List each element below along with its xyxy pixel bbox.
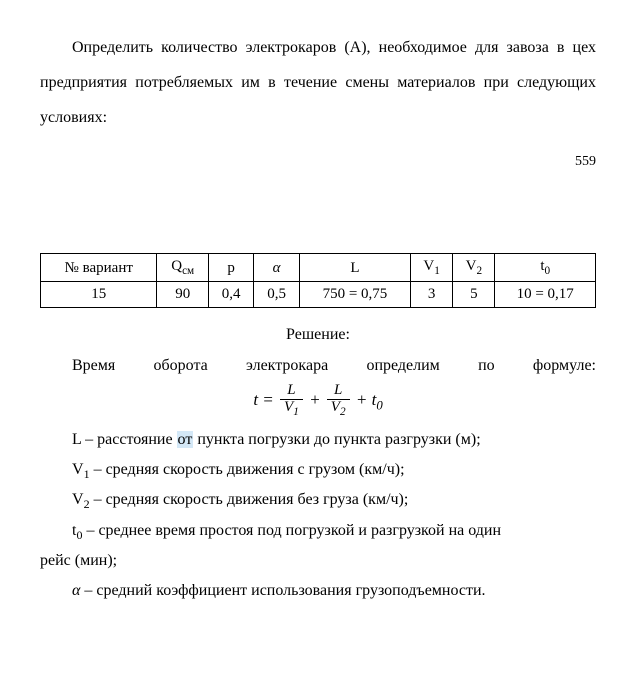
col-v2: V2 xyxy=(453,254,495,282)
cell-variant: 15 xyxy=(41,282,157,307)
formula: t = L V1 + L V2 + t0 xyxy=(40,381,596,419)
highlight: от xyxy=(177,431,194,448)
cell-v2: 5 xyxy=(453,282,495,307)
col-alpha: α xyxy=(254,254,299,282)
cell-v1: 3 xyxy=(411,282,453,307)
page-number: 559 xyxy=(40,152,596,172)
cell-qsm: 90 xyxy=(157,282,208,307)
def-v1: V1 – средняя скорость движения с грузом … xyxy=(40,455,596,485)
col-variant: № вариант xyxy=(41,254,157,282)
def-t0-cont: рейс (мин); xyxy=(40,546,596,576)
intro-paragraph: Определить количество электрокаров (А), … xyxy=(40,30,596,136)
data-table: № вариант Qсм p α L V1 V2 t0 15 90 0,4 0… xyxy=(40,253,596,307)
table-row: 15 90 0,4 0,5 750 = 0,75 3 5 10 = 0,17 xyxy=(41,282,596,307)
spacer xyxy=(40,177,596,253)
def-alpha: α – средний коэффициент использования гр… xyxy=(40,576,596,606)
cell-alpha: 0,5 xyxy=(254,282,299,307)
col-t0: t0 xyxy=(495,254,596,282)
col-l: L xyxy=(299,254,410,282)
def-l: L – расстояние от пункта погрузки до пун… xyxy=(40,425,596,455)
def-t0: t0 – среднее время простоя под погрузкой… xyxy=(40,516,596,546)
def-v2: V2 – средняя скорость движения без груза… xyxy=(40,485,596,515)
table-header-row: № вариант Qсм p α L V1 V2 t0 xyxy=(41,254,596,282)
col-p: p xyxy=(208,254,253,282)
col-v1: V1 xyxy=(411,254,453,282)
solution-heading: Решение: xyxy=(40,322,596,348)
time-sentence: Время оборота электрокара определим по ф… xyxy=(40,353,596,379)
cell-p: 0,4 xyxy=(208,282,253,307)
col-qsm: Qсм xyxy=(157,254,208,282)
cell-t0: 10 = 0,17 xyxy=(495,282,596,307)
cell-l: 750 = 0,75 xyxy=(299,282,410,307)
